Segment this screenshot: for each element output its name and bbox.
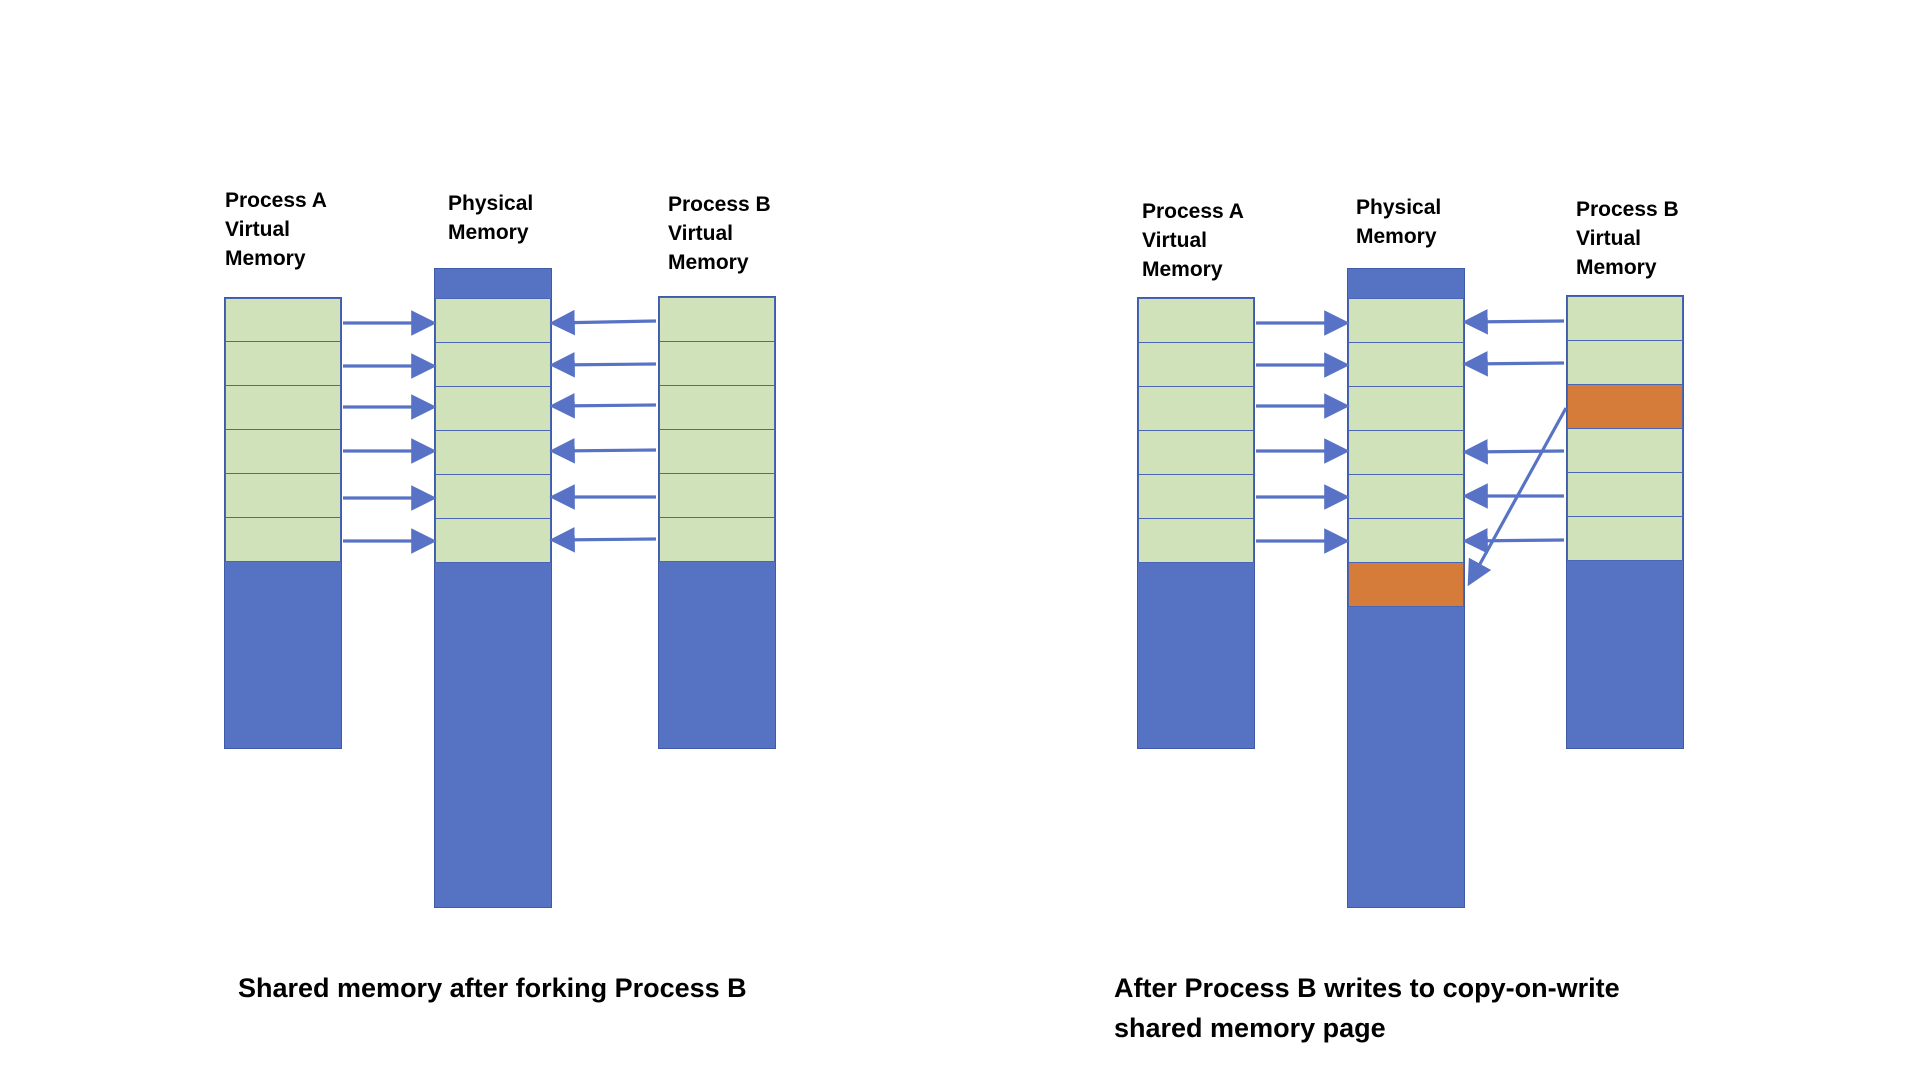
right-a-page [1138, 386, 1254, 431]
right-caption: After Process B writes to copy-on-write … [1114, 973, 1620, 1043]
left-b-page [659, 473, 775, 518]
right-b-to-phys-arrow [1462, 308, 1565, 335]
left-phys-page [435, 518, 551, 563]
right-b-page [1567, 428, 1683, 473]
left-b-page [659, 297, 775, 342]
right-b-page [1567, 296, 1683, 341]
left-b-to-phys-arrow [549, 437, 657, 464]
right-b-page [1567, 340, 1683, 385]
left-phys-page [435, 430, 551, 475]
left-a-page [225, 341, 341, 386]
right-b-written-page [1567, 384, 1683, 429]
left-phys-page [435, 474, 551, 519]
right-phys-page [1348, 342, 1464, 387]
left-physical-memory [434, 268, 552, 908]
left-b-to-phys-arrow [549, 351, 657, 378]
left-a-page [225, 385, 341, 430]
left-physical-label: Physical Memory [448, 192, 534, 244]
right-cow-arrow [1467, 407, 1568, 587]
left-a-page [225, 298, 341, 342]
right-a-page [1138, 518, 1254, 563]
right-physical-label: Physical Memory [1356, 196, 1442, 248]
left-a-page [225, 517, 341, 562]
left-process-b-label: Process B Virtual Memory [668, 193, 771, 274]
left-process-a-label: Process A Virtual Memory [225, 189, 327, 270]
left-process-b-memory [658, 296, 776, 749]
left-a-page [225, 473, 341, 518]
left-b-page [659, 429, 775, 474]
right-a-page [1138, 342, 1254, 387]
right-b-page [1567, 472, 1683, 517]
right-a-page [1138, 298, 1254, 343]
left-b-page [659, 517, 775, 562]
right-phys-page [1348, 386, 1464, 431]
right-process-b-memory [1566, 295, 1684, 749]
right-b-to-phys-arrow [1462, 527, 1565, 554]
right-b-page [1567, 516, 1683, 561]
right-b-to-phys-arrow [1462, 350, 1565, 377]
left-b-to-phys-arrow [549, 526, 657, 553]
right-b-to-phys-arrow [1462, 438, 1565, 465]
left-a-page [225, 429, 341, 474]
right-phys-page [1348, 430, 1464, 475]
left-b-to-phys-arrow [549, 309, 657, 336]
left-phys-page [435, 342, 551, 387]
right-physical-memory [1347, 268, 1465, 908]
left-b-page [659, 341, 775, 386]
left-phys-page [435, 298, 551, 343]
right-a-page [1138, 474, 1254, 519]
right-phys-page [1348, 474, 1464, 519]
left-b-to-phys-arrow [549, 392, 657, 419]
left-caption: Shared memory after forking Process B [238, 973, 747, 1003]
right-process-a-label: Process A Virtual Memory [1142, 200, 1244, 281]
right-phys-copied-page [1348, 562, 1464, 607]
right-phys-page [1348, 298, 1464, 343]
right-process-b-label: Process B Virtual Memory [1576, 198, 1679, 279]
left-phys-page [435, 386, 551, 431]
right-phys-page [1348, 518, 1464, 563]
right-process-a-memory [1137, 297, 1255, 749]
right-a-page [1138, 430, 1254, 475]
left-b-page [659, 385, 775, 430]
left-process-a-memory [224, 297, 342, 749]
